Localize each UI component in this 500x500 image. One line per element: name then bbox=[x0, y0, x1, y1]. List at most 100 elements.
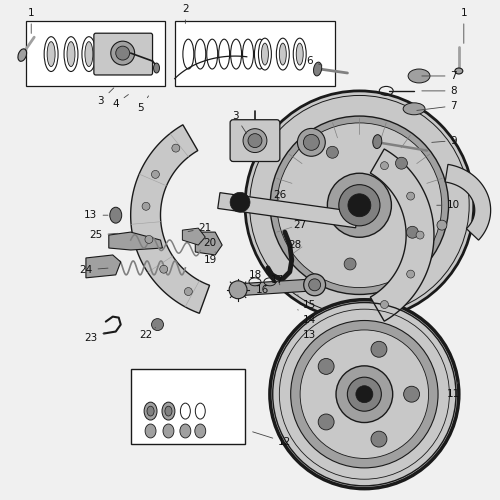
Circle shape bbox=[336, 366, 392, 422]
Circle shape bbox=[344, 258, 356, 270]
Circle shape bbox=[229, 281, 247, 298]
Text: 28: 28 bbox=[288, 240, 302, 250]
Ellipse shape bbox=[276, 38, 289, 70]
Text: 17: 17 bbox=[271, 275, 284, 285]
Circle shape bbox=[404, 386, 419, 402]
Ellipse shape bbox=[18, 49, 26, 62]
Text: 25: 25 bbox=[89, 230, 118, 240]
Circle shape bbox=[406, 226, 418, 238]
Circle shape bbox=[300, 330, 428, 458]
Circle shape bbox=[142, 202, 150, 210]
Polygon shape bbox=[196, 232, 222, 255]
Ellipse shape bbox=[408, 69, 430, 83]
FancyBboxPatch shape bbox=[94, 33, 152, 75]
Text: 19: 19 bbox=[204, 252, 217, 265]
Text: 21: 21 bbox=[188, 223, 212, 233]
Circle shape bbox=[371, 431, 387, 447]
Circle shape bbox=[277, 123, 442, 288]
Ellipse shape bbox=[67, 42, 75, 66]
Polygon shape bbox=[182, 228, 206, 245]
Text: 13: 13 bbox=[303, 322, 316, 340]
Ellipse shape bbox=[296, 43, 303, 65]
Circle shape bbox=[294, 208, 306, 220]
Text: 7: 7 bbox=[422, 71, 457, 81]
Circle shape bbox=[116, 46, 130, 60]
Ellipse shape bbox=[455, 68, 463, 74]
Ellipse shape bbox=[110, 207, 122, 223]
Text: 14: 14 bbox=[298, 310, 316, 324]
Ellipse shape bbox=[314, 62, 322, 76]
Ellipse shape bbox=[154, 63, 160, 73]
Circle shape bbox=[230, 192, 250, 212]
Ellipse shape bbox=[403, 103, 425, 115]
Ellipse shape bbox=[64, 36, 78, 72]
Ellipse shape bbox=[147, 406, 154, 416]
Circle shape bbox=[396, 157, 407, 169]
Circle shape bbox=[318, 414, 334, 430]
Ellipse shape bbox=[145, 424, 156, 438]
Polygon shape bbox=[86, 255, 120, 278]
Text: 1: 1 bbox=[28, 8, 34, 34]
Circle shape bbox=[371, 342, 387, 357]
Ellipse shape bbox=[144, 402, 157, 420]
Text: 10: 10 bbox=[436, 200, 460, 210]
Circle shape bbox=[328, 173, 392, 238]
Text: 12: 12 bbox=[252, 432, 292, 447]
Circle shape bbox=[304, 274, 326, 295]
Bar bbox=[26, 22, 166, 86]
Circle shape bbox=[437, 220, 447, 230]
Text: 18: 18 bbox=[248, 270, 262, 280]
Polygon shape bbox=[109, 232, 162, 250]
Circle shape bbox=[270, 300, 459, 488]
Circle shape bbox=[380, 300, 388, 308]
Ellipse shape bbox=[163, 424, 174, 438]
Circle shape bbox=[111, 41, 134, 65]
Circle shape bbox=[184, 288, 192, 296]
Text: 24: 24 bbox=[80, 265, 108, 275]
Ellipse shape bbox=[258, 38, 272, 70]
Text: 2: 2 bbox=[182, 4, 188, 24]
Circle shape bbox=[308, 279, 320, 291]
Ellipse shape bbox=[82, 36, 96, 72]
Text: 13: 13 bbox=[84, 210, 108, 220]
Text: 20: 20 bbox=[200, 238, 217, 248]
Bar bbox=[176, 22, 334, 86]
Circle shape bbox=[248, 134, 262, 147]
Text: 27: 27 bbox=[293, 220, 306, 230]
Circle shape bbox=[160, 265, 168, 273]
Circle shape bbox=[152, 318, 164, 330]
Ellipse shape bbox=[294, 38, 306, 70]
Circle shape bbox=[356, 386, 373, 402]
Text: 3: 3 bbox=[232, 111, 246, 134]
Text: 9: 9 bbox=[432, 136, 457, 145]
Ellipse shape bbox=[280, 43, 286, 65]
Text: 5: 5 bbox=[138, 96, 148, 113]
Polygon shape bbox=[445, 164, 490, 240]
Polygon shape bbox=[370, 149, 434, 321]
Circle shape bbox=[318, 358, 334, 374]
Circle shape bbox=[145, 236, 153, 244]
Circle shape bbox=[348, 377, 382, 411]
Circle shape bbox=[339, 184, 380, 226]
Circle shape bbox=[326, 146, 338, 158]
Ellipse shape bbox=[162, 402, 175, 420]
Text: 3: 3 bbox=[98, 88, 114, 106]
Circle shape bbox=[348, 194, 371, 216]
Circle shape bbox=[298, 128, 326, 156]
Ellipse shape bbox=[262, 43, 268, 65]
Text: 6: 6 bbox=[306, 56, 322, 66]
Text: 1: 1 bbox=[460, 8, 467, 43]
Text: 7: 7 bbox=[417, 101, 457, 111]
Text: 4: 4 bbox=[112, 94, 128, 109]
Ellipse shape bbox=[165, 406, 172, 416]
Text: 15: 15 bbox=[298, 294, 316, 310]
Bar bbox=[130, 370, 245, 444]
Text: 16: 16 bbox=[256, 285, 270, 295]
Polygon shape bbox=[130, 125, 210, 314]
Circle shape bbox=[380, 162, 388, 170]
Circle shape bbox=[416, 231, 424, 239]
Circle shape bbox=[243, 128, 267, 152]
Circle shape bbox=[172, 144, 180, 152]
Circle shape bbox=[290, 320, 438, 468]
Text: 8: 8 bbox=[422, 86, 457, 96]
